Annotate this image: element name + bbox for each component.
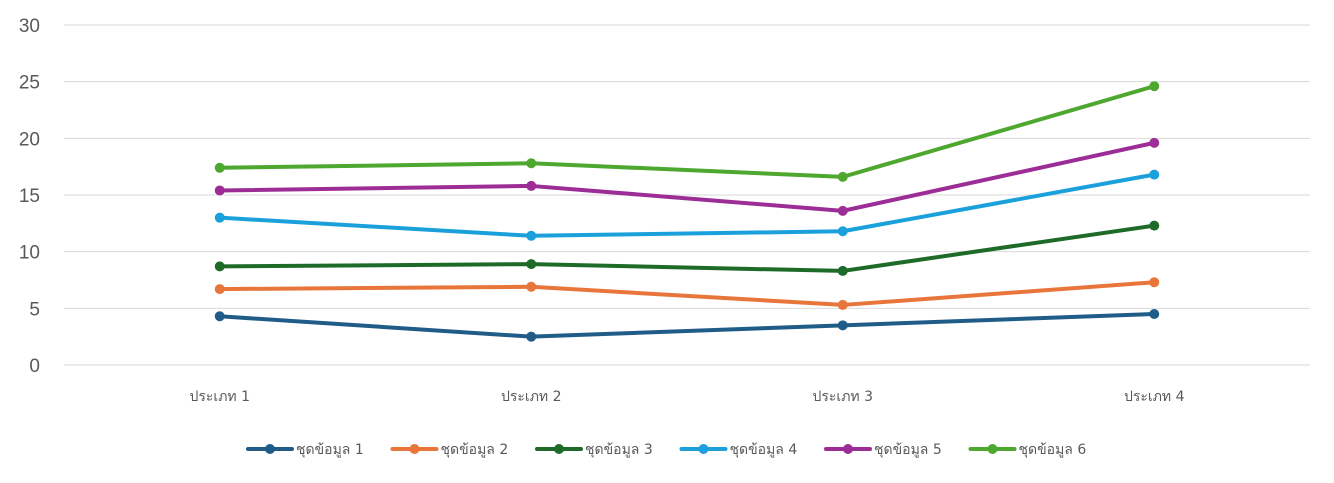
data-point: [214, 311, 225, 322]
data-point: [214, 284, 225, 295]
legend-item: ชุดข้อมูล 3: [535, 442, 653, 458]
gridlines: [64, 24, 1310, 366]
data-point: [1149, 309, 1160, 319]
data-point: [214, 185, 225, 196]
series-4: [214, 169, 1160, 241]
data-point: [526, 281, 537, 292]
legend-label: ชุดข้อมูล 5: [874, 442, 942, 458]
y-tick-label: 25: [19, 73, 40, 94]
series-line: [217, 140, 1157, 213]
data-point: [526, 331, 537, 342]
y-tick-label: 10: [19, 243, 40, 264]
data-point: [837, 320, 848, 331]
series-6: [214, 81, 1160, 182]
x-tick-label: ประเภท 4: [1124, 389, 1185, 405]
legend-label: ชุดข้อมูล 4: [730, 442, 798, 458]
data-point: [526, 158, 537, 169]
series-2: [214, 277, 1160, 310]
series-lines: [214, 81, 1160, 342]
legend-marker: [843, 444, 853, 454]
data-point: [837, 299, 848, 310]
legend-item: ชุดข้อมูล 4: [679, 442, 798, 458]
data-point: [837, 226, 848, 237]
series-5: [214, 137, 1160, 216]
legend-label: ชุดข้อมูล 6: [1019, 442, 1087, 458]
legend-marker: [409, 444, 420, 454]
legend-item: ชุดข้อมูล 1: [246, 442, 364, 458]
legend-label: ชุดข้อมูล 3: [585, 442, 653, 458]
series-line: [217, 280, 1157, 307]
data-point: [837, 205, 848, 216]
y-tick-label: 20: [19, 129, 40, 150]
series-line: [217, 172, 1157, 238]
data-point: [214, 162, 225, 173]
data-point: [214, 261, 225, 272]
legend-marker: [554, 444, 564, 454]
legend-label: ชุดข้อมูล 2: [441, 442, 509, 458]
x-axis: ประเภท 1 ประเภท 2 ประเภท 3 ประเภท 4: [189, 389, 1184, 405]
legend-marker: [698, 444, 709, 454]
data-point: [1149, 220, 1160, 231]
legend-marker: [987, 444, 998, 454]
series-line: [217, 312, 1157, 339]
y-axis: 0 5 10 15 20 25 30: [19, 16, 40, 377]
series-line: [217, 223, 1157, 273]
legend-item: ชุดข้อมูล 5: [824, 442, 942, 458]
legend-item: ชุดข้อมูล 2: [390, 442, 509, 458]
y-tick-label: 30: [19, 16, 40, 37]
legend-item: ชุดข้อมูล 6: [968, 442, 1087, 458]
x-tick-label: ประเภท 3: [812, 389, 873, 405]
data-point: [1149, 169, 1160, 180]
y-tick-label: 15: [19, 186, 40, 207]
legend-label: ชุดข้อมูล 1: [296, 442, 364, 458]
data-point: [1149, 81, 1160, 92]
legend: ชุดข้อมูล 1 ชุดข้อมูล 2 ชุดข้อมูล 3 ชุดข้อม…: [246, 442, 1087, 458]
y-tick-label: 0: [29, 356, 40, 377]
series-line: [217, 84, 1157, 179]
legend-marker: [265, 444, 275, 454]
y-tick-label: 5: [29, 299, 40, 320]
data-point: [526, 259, 537, 270]
data-point: [526, 180, 537, 191]
data-point: [1149, 277, 1160, 288]
data-point: [837, 171, 848, 182]
series-3: [214, 220, 1160, 276]
data-point: [1149, 137, 1160, 148]
data-point: [526, 230, 537, 241]
data-point: [837, 265, 848, 276]
data-point: [214, 212, 225, 223]
series-1: [214, 309, 1160, 342]
x-tick-label: ประเภท 1: [189, 389, 250, 405]
x-tick-label: ประเภท 2: [501, 389, 562, 405]
